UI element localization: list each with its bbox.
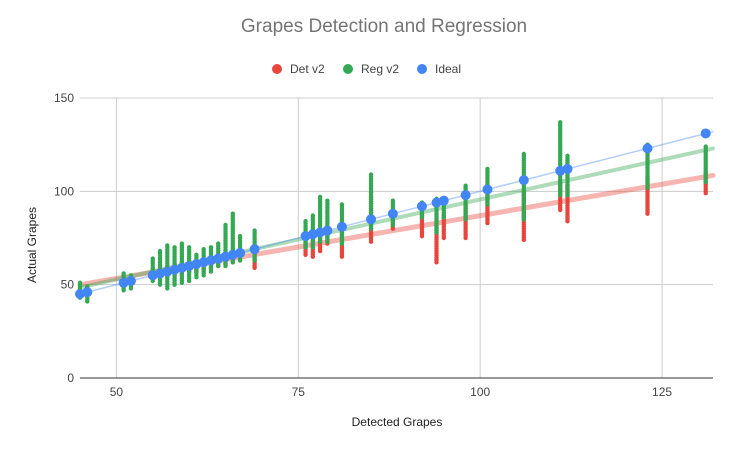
point-reg-v2 [485,166,490,172]
x-axis-title: Detected Grapes [352,415,443,429]
point-reg-v2 [317,194,323,200]
point-ideal [438,195,449,206]
x-tick-label: 50 [110,385,124,399]
point-reg-v2 [150,256,155,261]
point-reg-v2 [216,241,221,246]
y-tick-label: 100 [54,184,74,198]
point-reg-v2 [121,271,126,276]
y-tick-label: 0 [67,371,74,385]
point-reg-v2 [157,248,163,254]
legend-label-ideal: Ideal [435,62,461,76]
point-reg-v2 [208,245,214,250]
point-reg-v2 [237,233,243,239]
point-reg-v2 [368,172,374,177]
point-ideal [642,143,653,154]
point-ideal [460,190,471,201]
point-reg-v2 [201,247,206,252]
point-reg-v2 [310,213,316,218]
point-ideal [249,244,260,255]
gridlines [80,97,713,378]
legend-label-reg-v2: Reg v2 [361,62,399,76]
point-ideal [562,163,573,174]
point-reg-v2 [165,243,170,248]
point-ideal [416,201,427,212]
point-ideal [518,175,529,186]
legend-marker-det-v2 [272,64,282,74]
point-reg-v2 [179,241,185,246]
legend-marker-reg-v2 [343,64,353,74]
x-tick-label: 125 [652,385,672,399]
point-ideal [125,275,136,286]
point-ideal [482,184,493,195]
x-tick-label: 75 [292,385,306,399]
point-reg-v2 [339,202,345,207]
legend: Det v2 Reg v2 Ideal [272,62,461,76]
point-reg-v2 [252,228,257,233]
axes: 0 50 100 150 50 75 100 125 [54,91,713,399]
point-ideal [336,221,347,232]
point-ideal [322,225,333,236]
point-ideal [82,287,93,298]
chart-title: Grapes Detection and Regression [241,16,527,37]
x-tick-label: 100 [470,385,490,399]
y-tick-label: 150 [54,91,74,105]
point-reg-v2 [390,198,396,203]
point-reg-v2 [230,211,235,216]
point-reg-v2 [172,245,177,250]
point-reg-v2 [558,120,563,125]
legend-label-det-v2: Det v2 [290,62,325,76]
point-ideal [387,208,398,219]
point-reg-v2 [194,252,199,257]
y-tick-label: 50 [61,278,75,292]
point-reg-v2 [565,153,570,159]
point-reg-v2 [186,245,192,250]
point-reg-v2 [325,198,330,203]
point-reg-v2 [463,183,468,188]
point-reg-v2 [223,222,228,228]
data-points [75,120,711,304]
point-reg-v2 [521,151,527,157]
point-reg-v2 [77,280,83,285]
point-ideal [700,128,711,139]
point-reg-v2 [703,144,708,149]
point-ideal [366,214,377,225]
legend-marker-ideal [417,64,427,74]
point-ideal [235,247,246,258]
y-axis-title: Actual Grapes [25,207,39,283]
point-reg-v2 [303,219,308,224]
